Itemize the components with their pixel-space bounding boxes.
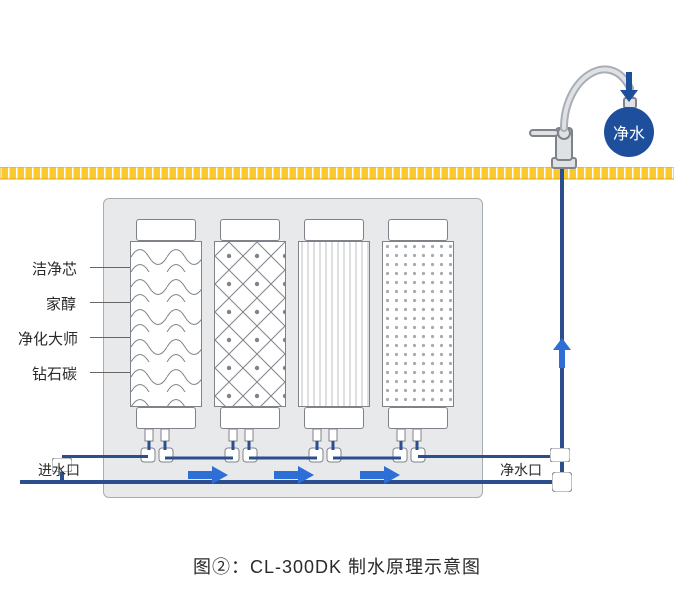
label-filter-2: 家醇 — [46, 293, 76, 314]
pipe-right-vertical — [560, 160, 564, 484]
arrow-flow-2-icon — [274, 466, 314, 484]
label-filter-1: 洁净芯 — [32, 258, 77, 279]
filter-body — [130, 241, 202, 407]
filter-cap-bottom — [136, 407, 196, 429]
leader-3 — [90, 337, 130, 338]
label-outlet: 净水口 — [500, 460, 542, 480]
elbow-br — [552, 472, 572, 492]
label-filter-4: 钻石碳 — [32, 363, 77, 384]
filter-cap-top — [220, 219, 280, 241]
filter-1 — [130, 219, 202, 429]
leader-1 — [90, 267, 130, 268]
filter-body — [382, 241, 454, 407]
filter-3 — [298, 219, 370, 429]
badge-label: 净水 — [613, 120, 645, 144]
filter-body — [214, 241, 286, 407]
pattern-wave — [131, 242, 201, 406]
filter-cap-bottom — [304, 407, 364, 429]
label-inlet: 进水口 — [38, 460, 80, 480]
arrow-down-icon — [618, 72, 640, 102]
filter-cap-bottom — [388, 407, 448, 429]
arrow-flow-1-icon — [188, 466, 228, 484]
purified-water-badge: 净水 — [604, 107, 654, 157]
leader-2 — [90, 302, 130, 303]
pipe-inlet-to-f1 — [62, 455, 148, 458]
leader-4 — [90, 372, 130, 373]
label-filter-3: 净化大师 — [18, 328, 78, 349]
arrow-flow-3-icon — [360, 466, 400, 484]
arrow-up-icon — [551, 338, 573, 368]
filter-4 — [382, 219, 454, 429]
figure-caption: 图②：CL-300DK 制水原理示意图 — [0, 553, 674, 579]
filter-2 — [214, 219, 286, 429]
pattern-dots — [383, 242, 453, 406]
filter-cap-bottom — [220, 407, 280, 429]
diagram-root: 净水 洁净芯 家醇 净化大师 钻石碳 进水口 净水口 图②：CL-300DK 制… — [0, 0, 674, 600]
pipe-f4-to-right — [418, 455, 560, 458]
outlet-tee — [550, 448, 570, 462]
filter-cap-top — [304, 219, 364, 241]
filter-cap-top — [136, 219, 196, 241]
pattern-diamond — [215, 242, 285, 406]
pattern-pleated — [299, 242, 369, 406]
filter-body — [298, 241, 370, 407]
filter-cap-top — [388, 219, 448, 241]
